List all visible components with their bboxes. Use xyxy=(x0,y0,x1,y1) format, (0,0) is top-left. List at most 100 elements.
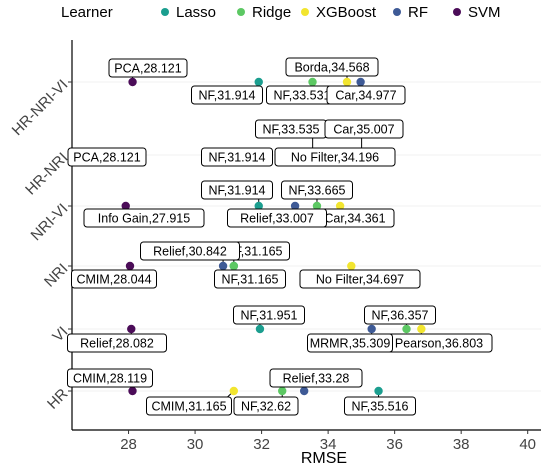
label-box-rf xyxy=(324,119,404,139)
label-box-lasso xyxy=(191,85,263,105)
data-points xyxy=(121,77,426,396)
data-label-xgboost: No Filter,34.697 xyxy=(316,273,404,287)
data-label-ridge: NF,33.665 xyxy=(289,184,346,198)
legend-key-svm xyxy=(453,8,461,16)
data-label-xgboost: No Filter,34.196 xyxy=(291,151,379,165)
data-label-lasso: NF,31.914 xyxy=(199,89,256,103)
point-rf xyxy=(356,77,365,87)
data-label-rf: Car,34.977 xyxy=(335,89,396,103)
data-label-rf: Car,35.007 xyxy=(333,123,394,137)
legend-key-rf xyxy=(393,8,401,16)
point-rf xyxy=(290,201,300,211)
label-box-ridge xyxy=(281,180,353,200)
point-xgboost xyxy=(229,386,239,396)
data-label-svm: PCA,28.121 xyxy=(73,151,140,165)
data-label-rf: Relief,30.842 xyxy=(153,245,227,259)
point-xgboost xyxy=(347,261,356,271)
data-label-ridge: NF,33.535 xyxy=(263,123,320,137)
label-box-svm xyxy=(67,147,147,167)
data-labels: NF,31.914 NF,31.914 NF,31.914 NF,31.165 NF,3… xyxy=(67,57,493,416)
label-box-rf xyxy=(227,208,327,228)
data-label-rf: MRMR,35.309 xyxy=(310,337,391,351)
data-label-rf: Relief,33.007 xyxy=(240,212,314,226)
label-box-xgboost xyxy=(274,147,396,167)
data-label-xgboost: Car,34.361 xyxy=(324,212,385,226)
label-box-lasso xyxy=(233,305,305,325)
legend-key-lasso xyxy=(161,8,169,16)
point-svm xyxy=(121,201,130,211)
legend-label-xgboost: XGBoost xyxy=(316,4,377,21)
label-box-ridge xyxy=(233,396,299,416)
x-tick-label: 32 xyxy=(253,436,270,453)
point-rf xyxy=(218,261,228,271)
data-label-ridge: NF,36.357 xyxy=(372,309,429,323)
label-box-lasso xyxy=(344,396,416,416)
point-lasso xyxy=(254,77,263,87)
point-ridge xyxy=(402,324,411,334)
point-xgboost xyxy=(342,77,352,87)
point-ridge xyxy=(229,261,239,271)
data-label-lasso: NF,31.914 xyxy=(209,184,266,198)
label-box-xgboost xyxy=(285,57,379,77)
label-box-rf xyxy=(326,85,406,105)
point-lasso xyxy=(254,201,263,211)
label-box-lasso xyxy=(201,147,273,167)
x-axis-title: RMSE xyxy=(301,450,347,467)
data-label-svm: PCA,28.121 xyxy=(114,62,181,76)
point-lasso xyxy=(374,386,383,396)
label-box-svm xyxy=(67,368,153,388)
legend-key-ridge xyxy=(237,8,245,16)
legend-label-lasso: Lasso xyxy=(176,4,216,21)
data-label-xgboost: Pearson,36.803 xyxy=(395,337,483,351)
data-label-ridge: NF,32.62 xyxy=(241,400,291,414)
label-box-xgboost xyxy=(146,396,232,416)
y-tick-label: NRI xyxy=(41,260,71,290)
x-tick-label: 28 xyxy=(120,436,137,453)
x-tick-label: 38 xyxy=(453,436,470,453)
y-tick-label: HR xyxy=(44,385,71,412)
data-label-svm: Info Gain,27.915 xyxy=(98,212,190,226)
data-label-lasso: NF,35.516 xyxy=(352,400,409,414)
label-box-rf xyxy=(307,333,393,353)
label-box-lasso xyxy=(214,269,286,289)
label-box-svm xyxy=(83,208,205,228)
data-label-xgboost: CMIM,31.165 xyxy=(151,400,226,414)
label-box-svm xyxy=(67,333,167,353)
point-svm xyxy=(128,386,137,396)
label-box-svm xyxy=(108,58,188,78)
data-label-svm: CMIM,28.044 xyxy=(76,273,151,287)
legend-label-svm: SVM xyxy=(468,4,501,21)
point-xgboost xyxy=(417,324,426,334)
legend-label-ridge: Ridge xyxy=(252,4,291,21)
point-xgboost xyxy=(335,201,345,211)
point-svm xyxy=(128,77,137,87)
label-box-ridge xyxy=(364,305,436,325)
point-ridge xyxy=(278,386,287,396)
label-box-lasso xyxy=(201,180,273,200)
data-label-svm: CMIM,28.119 xyxy=(73,372,147,386)
data-label-xgboost: Borda,34.568 xyxy=(294,61,369,75)
x-tick-label: 34 xyxy=(320,436,337,453)
label-box-rf xyxy=(269,368,363,388)
data-label-ridge: NF,33.531 xyxy=(274,89,331,103)
data-label-lasso: NF,31.165 xyxy=(222,273,279,287)
data-label-svm: Relief,28.082 xyxy=(80,337,154,351)
data-label-lasso: NF,31.951 xyxy=(241,309,298,323)
point-rf xyxy=(299,386,309,396)
point-ridge xyxy=(312,201,322,211)
y-tick-label: HR-NRI xyxy=(22,149,71,198)
label-box-rf xyxy=(140,241,240,261)
x-tick-label: 40 xyxy=(519,436,536,453)
label-box-svm xyxy=(71,269,157,289)
x-tick-label: 30 xyxy=(187,436,204,453)
point-svm xyxy=(127,324,136,334)
point-lasso xyxy=(255,324,265,334)
point-rf xyxy=(367,324,376,334)
legend: Learner Lasso Ridge XGBoost RF SVM xyxy=(61,4,501,21)
x-tick-label: 36 xyxy=(386,436,403,453)
legend-key-xgboost xyxy=(301,8,309,16)
point-svm xyxy=(125,261,135,271)
point-ridge xyxy=(308,77,317,87)
legend-label-rf: RF xyxy=(408,4,428,21)
